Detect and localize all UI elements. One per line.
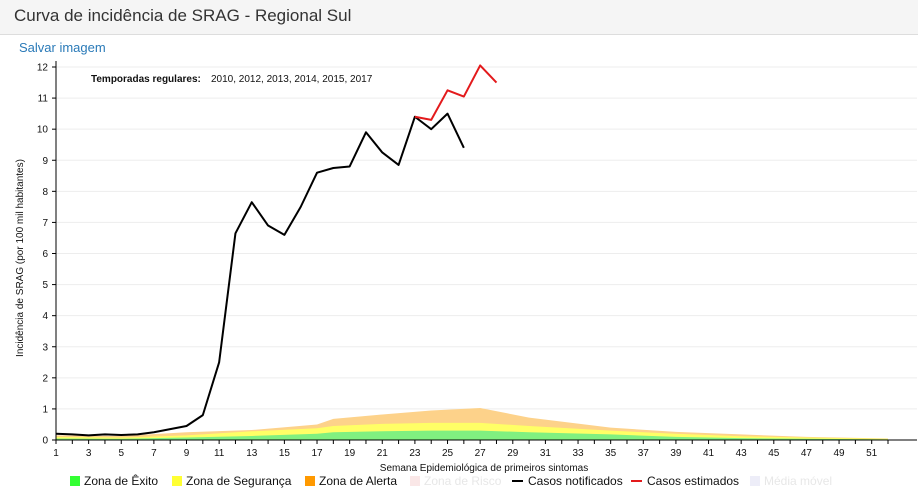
y-axis-title: Incidência de SRAG (por 100 mil habitant… — [15, 159, 26, 357]
y-tick-label: 4 — [42, 311, 48, 322]
page-title: Curva de incidência de SRAG - Regional S… — [14, 6, 352, 25]
legend-item-label: Zona de Êxito — [84, 473, 158, 488]
legend-item-label: Zona de Segurança — [186, 474, 292, 488]
x-tick-label: 39 — [670, 448, 682, 459]
x-tick-label: 45 — [768, 448, 780, 459]
x-tick-label: 33 — [572, 448, 584, 459]
annotation-years: 2010, 2012, 2013, 2014, 2015, 2017 — [211, 74, 373, 85]
x-tick-label: 29 — [507, 448, 519, 459]
series-casos-estimados-line — [414, 64, 498, 121]
grid-lines — [56, 66, 917, 410]
zone-exito-area — [56, 430, 888, 440]
x-tick-label: 31 — [540, 448, 552, 459]
save-image-link[interactable]: Salvar imagem — [19, 40, 106, 55]
legend-item-label: Zona de Alerta — [319, 474, 397, 488]
legend: Zona de Êxito Zona de Segurança Zona de Al… — [70, 473, 832, 488]
y-tick-label: 5 — [42, 280, 48, 291]
y-tick-label: 7 — [42, 218, 48, 229]
x-tick-label: 37 — [638, 448, 650, 459]
x-tick-label: 5 — [118, 448, 124, 459]
y-tick-label: 8 — [42, 187, 48, 198]
x-tick-label: 19 — [344, 448, 356, 459]
x-tick-label: 13 — [246, 448, 258, 459]
y-tick-label: 11 — [38, 94, 49, 105]
x-tick-label: 51 — [866, 448, 878, 459]
x-tick-label: 15 — [279, 448, 291, 459]
legend-swatch — [750, 476, 760, 486]
annotation-label: Temporadas regulares: — [91, 74, 201, 85]
legend-swatch — [305, 476, 315, 486]
x-tick-label: 43 — [736, 448, 748, 459]
x-tick-label: 7 — [151, 448, 157, 459]
y-tick-label: 12 — [37, 63, 49, 74]
y-tick-label: 1 — [42, 404, 48, 415]
legend-item-label: Zona de Risco — [424, 474, 502, 488]
y-tick-label: 6 — [42, 249, 48, 260]
y-tick-label: 0 — [42, 436, 48, 447]
legend-swatch — [172, 476, 182, 486]
x-axis-title: Semana Epidemiológica de primeiros sinto… — [380, 463, 588, 474]
y-tick-label: 2 — [42, 373, 48, 384]
legend-item-label: Casos estimados — [647, 474, 739, 488]
x-tick-label: 49 — [833, 448, 845, 459]
series-lines — [55, 64, 498, 437]
x-tick-label: 17 — [311, 448, 323, 459]
panel-header: Curva de incidência de SRAG - Regional S… — [0, 0, 918, 35]
x-tick-label: 41 — [703, 448, 715, 459]
zones-area — [56, 407, 888, 440]
x-tick-label: 27 — [475, 448, 487, 459]
legend-item-label: Média móvel — [764, 474, 832, 488]
x-tick-label: 23 — [409, 448, 421, 459]
y-tick-label: 3 — [42, 342, 48, 353]
x-tick-label: 1 — [53, 448, 59, 459]
x-tick-label: 35 — [605, 448, 617, 459]
series-casos-notificados-line — [55, 112, 465, 437]
x-tick-label: 21 — [377, 448, 389, 459]
x-tick-label: 3 — [86, 448, 92, 459]
x-tick-label: 25 — [442, 448, 454, 459]
x-tick-label: 9 — [184, 448, 190, 459]
x-tick-label: 47 — [801, 448, 813, 459]
x-tick-label: 11 — [214, 448, 225, 459]
legend-swatch — [70, 476, 80, 486]
y-tick-label: 10 — [37, 125, 49, 136]
y-tick-label: 9 — [42, 156, 48, 167]
legend-swatch — [410, 476, 420, 486]
legend-item-label: Casos notificados — [528, 474, 623, 488]
